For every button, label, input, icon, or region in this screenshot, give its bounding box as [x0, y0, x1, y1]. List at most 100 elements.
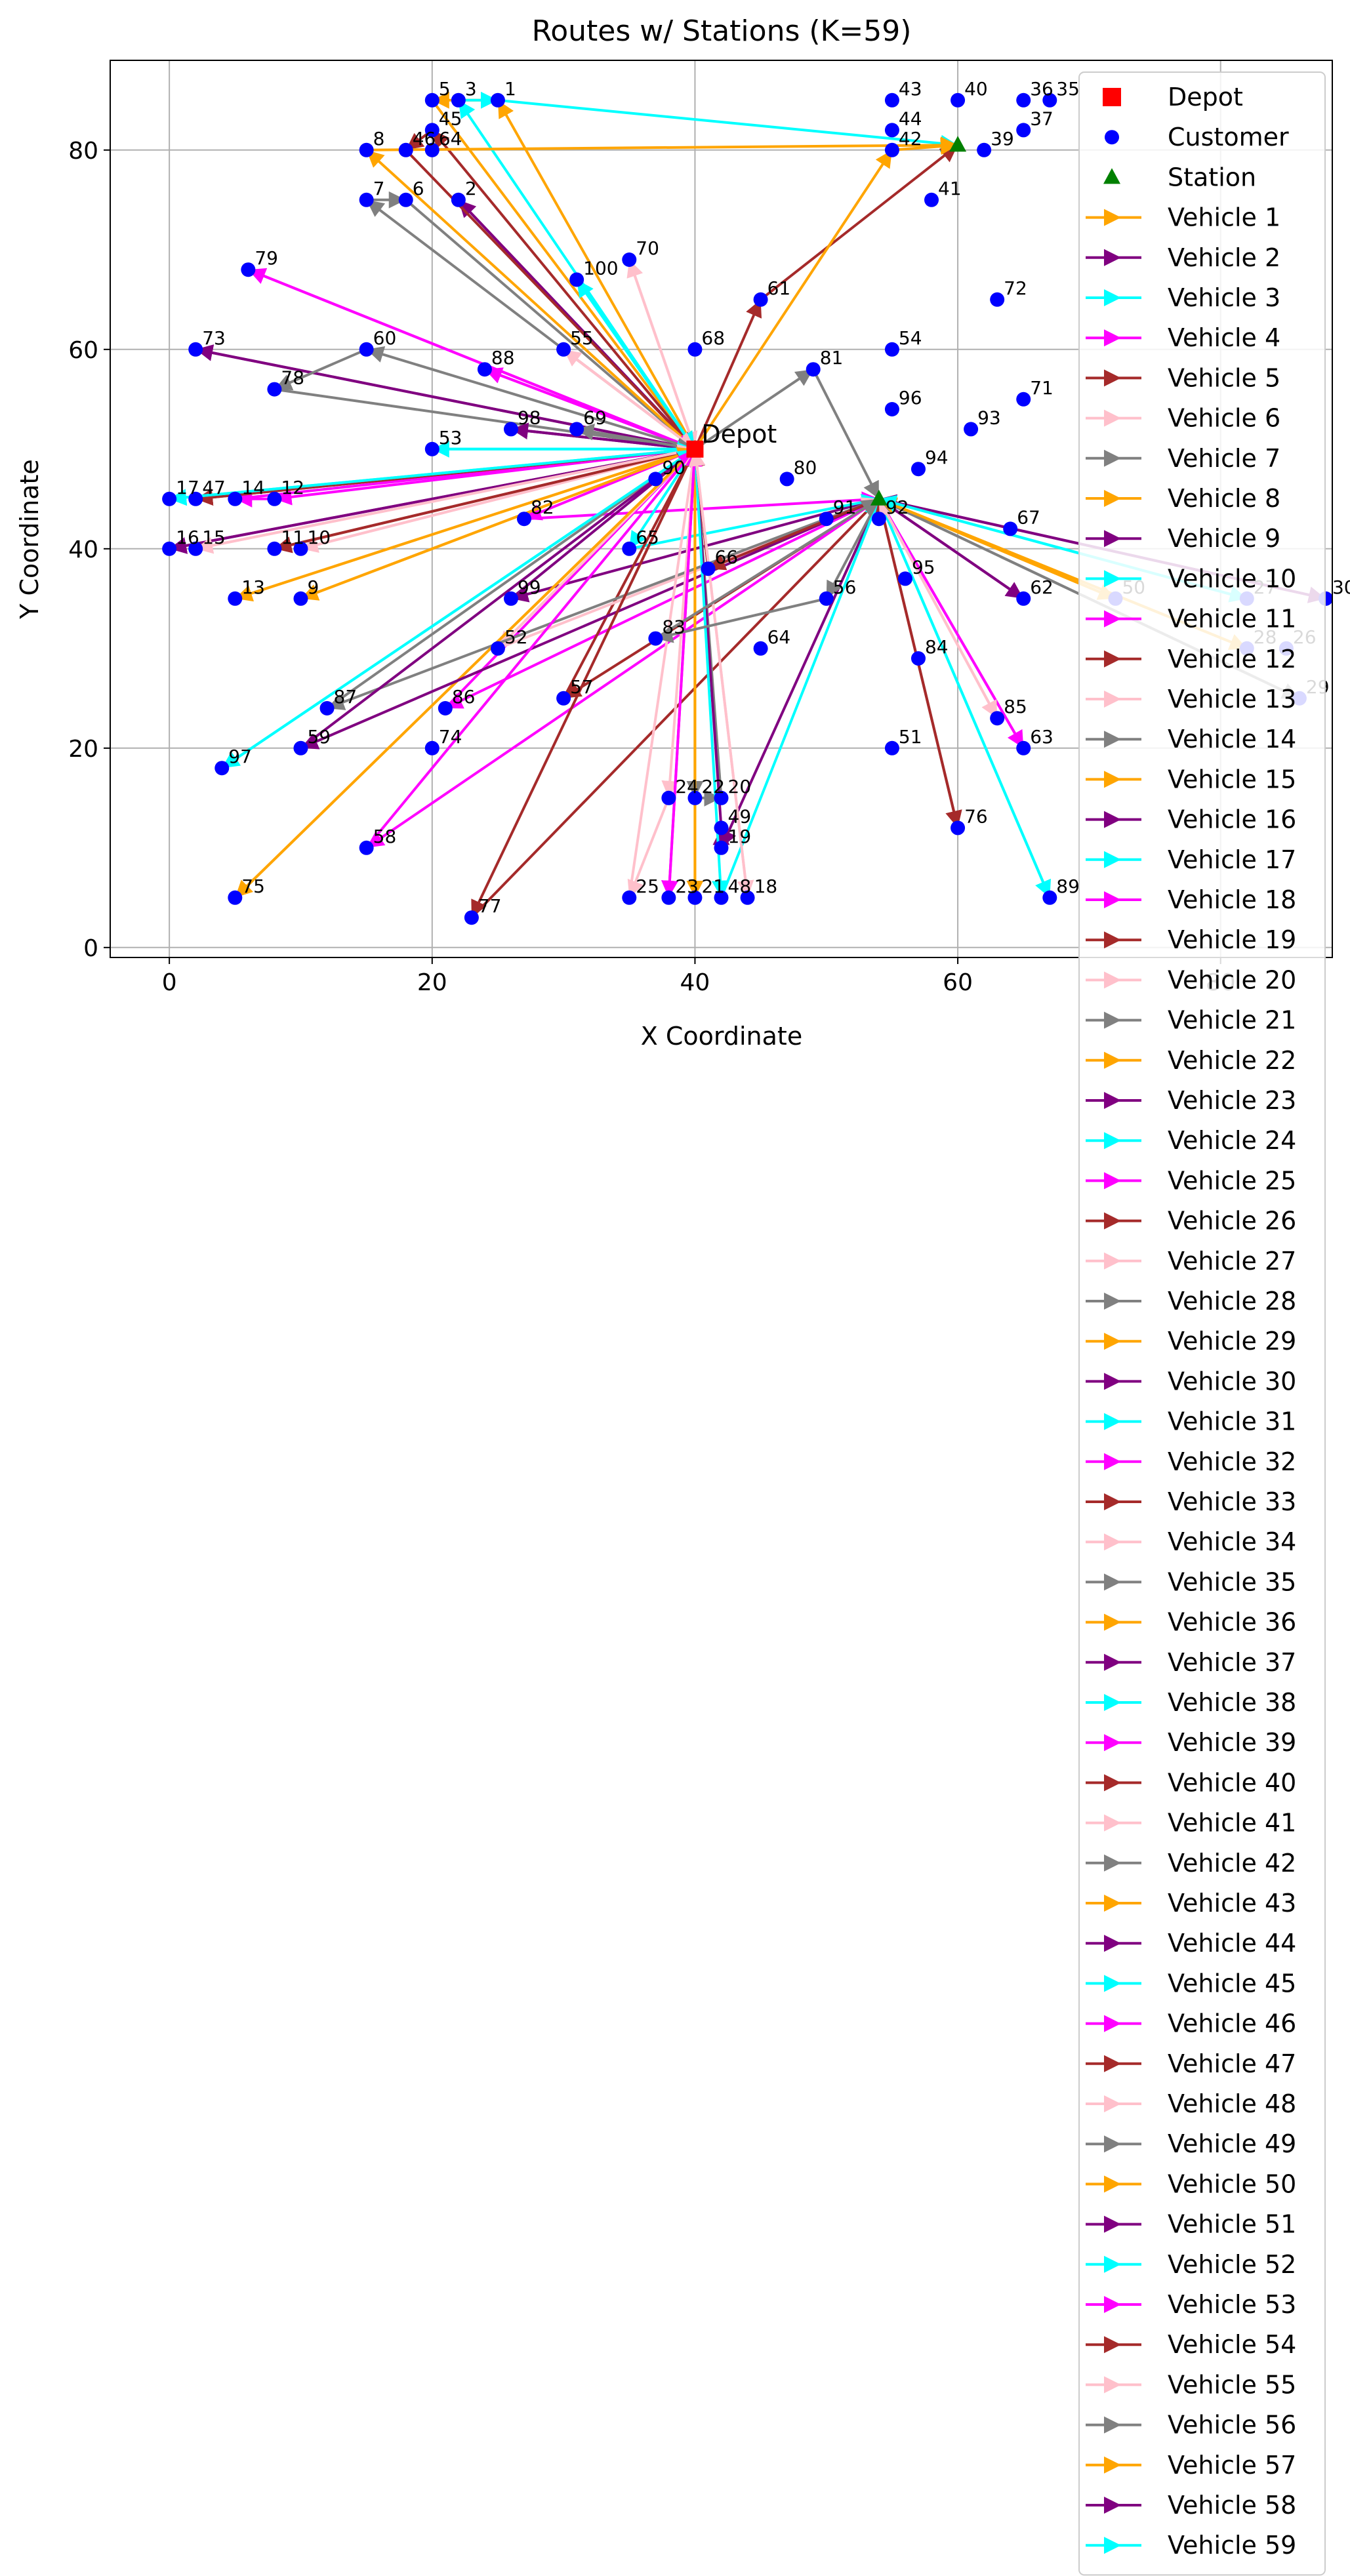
legend-route-arrow — [1104, 1613, 1121, 1631]
legend-route-arrow — [1104, 771, 1121, 788]
routes-layer — [169, 91, 1326, 919]
route-segment — [628, 259, 698, 450]
route-segment — [562, 348, 696, 451]
customer-label: 7 — [373, 178, 385, 199]
route-8 — [365, 136, 958, 451]
customer-label: 30 — [1332, 576, 1350, 598]
legend-route-arrow — [1104, 2215, 1121, 2233]
route-21 — [576, 423, 695, 455]
customer-label: 52 — [504, 626, 528, 648]
route-segment — [431, 99, 697, 451]
route-10 — [575, 279, 697, 450]
customer-point — [267, 382, 282, 397]
route-28 — [694, 368, 880, 500]
legend-route-arrow — [1104, 1092, 1121, 1109]
legend-depot-marker — [1103, 88, 1121, 106]
legend-label: Vehicle 53 — [1168, 2290, 1296, 2319]
depot-point — [686, 440, 704, 458]
customer-label: 12 — [281, 477, 304, 498]
route-49 — [655, 498, 880, 643]
customer-point — [779, 472, 794, 487]
route-segment — [720, 498, 880, 849]
customer-label: 60 — [373, 327, 397, 349]
customer-point — [714, 890, 729, 905]
customer-label: 2 — [465, 178, 477, 199]
customer-label: 73 — [202, 327, 226, 349]
legend-route-arrow — [1104, 971, 1121, 989]
route-segment — [891, 138, 958, 155]
customer-label: 72 — [1004, 277, 1027, 299]
customer-point — [162, 491, 177, 506]
route-24 — [169, 442, 695, 506]
y-axis-label: Y Coordinate — [15, 459, 44, 620]
legend-label: Vehicle 3 — [1168, 283, 1280, 312]
customer-point — [819, 512, 834, 527]
customer-label: 78 — [281, 367, 304, 389]
legend-label: Vehicle 4 — [1168, 323, 1280, 352]
route-29 — [300, 447, 696, 601]
customer-point — [556, 691, 571, 706]
station-point — [949, 136, 967, 152]
customer-point — [648, 631, 663, 646]
legend-route-arrow — [1104, 530, 1121, 548]
legend-label: Vehicle 38 — [1168, 1688, 1296, 1717]
customer-point — [977, 142, 992, 157]
legend-label: Vehicle 50 — [1168, 2169, 1296, 2198]
route-52 — [878, 498, 1052, 898]
legend-label: Vehicle 5 — [1168, 363, 1280, 392]
legend-customer-marker — [1105, 130, 1119, 145]
legend-label: Vehicle 17 — [1168, 845, 1296, 874]
legend-label: Vehicle 15 — [1168, 765, 1296, 794]
customer-point — [398, 192, 413, 207]
route-segment — [300, 447, 696, 600]
legend-route-arrow — [1104, 2537, 1121, 2554]
customer-point — [714, 840, 729, 855]
legend-label: Vehicle 23 — [1168, 1086, 1296, 1115]
customer-label: 5 — [439, 78, 451, 100]
y-tick-label: 60 — [68, 337, 98, 364]
route-segment — [562, 448, 697, 699]
legend-route-arrow — [1104, 1333, 1121, 1350]
legend-route-arrow — [1104, 1895, 1121, 1912]
legend-label: Vehicle 25 — [1168, 1166, 1296, 1195]
legend-route-arrow — [1104, 2055, 1121, 2072]
customer-label: 94 — [925, 447, 949, 468]
customer-point — [424, 740, 440, 755]
customer-label: 10 — [307, 527, 331, 548]
legend-route-arrow — [1104, 891, 1121, 908]
customer-point — [215, 761, 230, 776]
route-segment — [694, 368, 814, 451]
route-segment — [497, 99, 697, 450]
legend-route-arrow — [1104, 691, 1121, 708]
customer-point — [293, 541, 308, 556]
customer-label: 99 — [518, 576, 541, 598]
route-segment — [366, 136, 958, 154]
x-axis-label: X Coordinate — [641, 1022, 802, 1051]
legend-route-arrow — [1104, 2456, 1121, 2474]
customer-label: 71 — [1030, 377, 1053, 399]
legend-route-arrow — [1104, 931, 1121, 949]
legend-label: Vehicle 10 — [1168, 564, 1296, 593]
customer-point — [884, 92, 899, 108]
route-segment — [484, 368, 696, 451]
route-segment — [707, 497, 880, 571]
customer-label: 57 — [570, 676, 594, 698]
customer-point — [424, 441, 440, 456]
legend-route-arrow — [1104, 2095, 1121, 2112]
customer-point — [359, 142, 374, 157]
legend-label: Vehicle 29 — [1168, 1327, 1296, 1356]
customer-label: 35 — [1056, 78, 1080, 100]
customer-point — [424, 142, 440, 157]
legend-route-arrow — [1104, 2336, 1121, 2354]
customer-label: 100 — [583, 257, 618, 279]
customer-point — [622, 252, 637, 267]
customer-label: 65 — [636, 527, 659, 548]
customer-point — [359, 342, 374, 357]
route-segment — [628, 494, 880, 550]
customer-label: 67 — [1017, 506, 1040, 528]
route-segment — [470, 448, 697, 919]
customer-point — [910, 462, 926, 477]
customer-point — [964, 422, 979, 437]
route-segment — [444, 497, 880, 710]
